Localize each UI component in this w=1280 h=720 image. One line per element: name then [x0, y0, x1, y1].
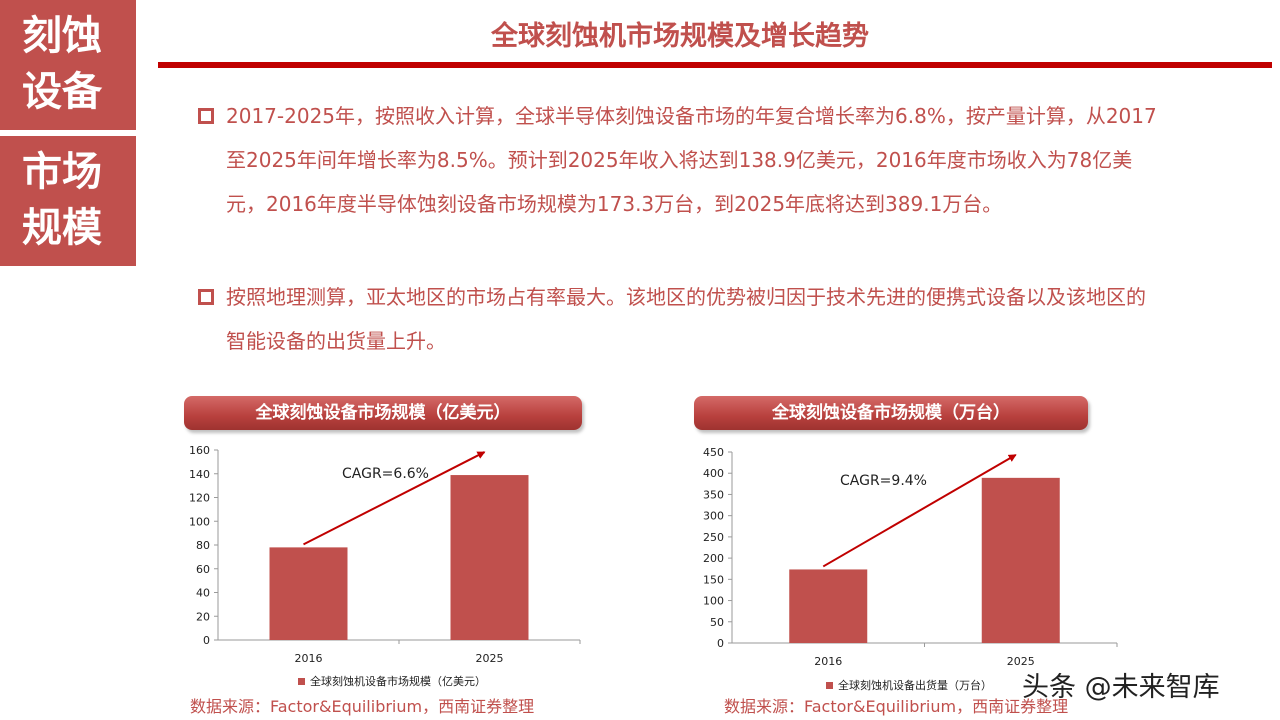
cagr-trend-arrow: [822, 453, 1017, 568]
chart-title-units: 全球刻蚀设备市场规模（万台）: [694, 396, 1088, 430]
y-tick-label: 300: [703, 510, 724, 523]
y-tick-label: 80: [196, 539, 210, 552]
side-label-etch-equipment: 刻蚀设备: [0, 0, 136, 130]
side-label-market-size: 市场规模: [0, 136, 136, 266]
bullet-item-revenue-growth: 2017-2025年，按照收入计算，全球半导体刻蚀设备市场的年复合增长率为6.8…: [198, 94, 1158, 226]
y-tick-label: 60: [196, 563, 210, 576]
bullet-text: 2017-2025年，按照收入计算，全球半导体刻蚀设备市场的年复合增长率为6.8…: [226, 104, 1157, 216]
legend-label: 全球刻蚀机设备市场规模（亿美元）: [310, 674, 486, 688]
data-source-note: 数据来源：Factor&Equilibrium，西南证券整理: [724, 697, 1069, 716]
y-tick-label: 400: [703, 467, 724, 480]
y-tick-label: 0: [717, 637, 724, 650]
y-tick-label: 120: [189, 492, 210, 505]
y-tick-label: 40: [196, 587, 210, 600]
bullet-item-geography: 按照地理测算，亚太地区的市场占有率最大。该地区的优势被归因于技术先进的便携式设备…: [198, 275, 1158, 363]
data-source-note: 数据来源：Factor&Equilibrium，西南证券整理: [190, 697, 535, 716]
watermark-text: 头条 @未来智库: [1022, 672, 1220, 703]
x-tick-label: 2016: [295, 652, 323, 665]
y-tick-label: 100: [703, 595, 724, 608]
y-tick-label: 20: [196, 610, 210, 623]
chart-title-revenue: 全球刻蚀设备市场规模（亿美元）: [184, 396, 582, 430]
y-tick-label: 150: [703, 573, 724, 586]
bullet-text: 按照地理测算，亚太地区的市场占有率最大。该地区的优势被归因于技术先进的便携式设备…: [226, 285, 1146, 353]
legend-label: 全球刻蚀机设备出货量（万台）: [838, 678, 992, 692]
y-tick-label: 50: [710, 616, 724, 629]
y-tick-label: 100: [189, 515, 210, 528]
bar-2025: [981, 477, 1060, 643]
legend-swatch: [826, 682, 833, 689]
legend-swatch: [298, 678, 305, 685]
y-tick-label: 0: [203, 634, 210, 647]
square-bullet-icon: [198, 289, 214, 305]
square-bullet-icon: [198, 108, 214, 124]
cagr-annotation: CAGR=9.4%: [840, 473, 927, 489]
revenue-bar-chart: 0 20 40 60 80 100 120 140 160 2016 2025 CAGR=6.6% 全球…: [189, 444, 581, 688]
x-tick-label: 2025: [1007, 655, 1035, 668]
y-tick-label: 140: [189, 468, 210, 481]
units-bar-chart: 0 50 100 150 200 250 300 350 400 450 2016 2025 CAGR=…: [703, 446, 1118, 692]
bar-2016: [789, 569, 868, 643]
cagr-trend-arrow: [303, 451, 486, 546]
bar-2016: [269, 547, 348, 640]
page-title: 全球刻蚀机市场规模及增长趋势: [491, 21, 869, 52]
x-tick-label: 2016: [814, 655, 842, 668]
y-tick-label: 450: [703, 446, 724, 459]
x-tick-label: 2025: [476, 652, 504, 665]
cagr-annotation: CAGR=6.6%: [342, 466, 429, 482]
y-tick-label: 250: [703, 531, 724, 544]
y-tick-label: 160: [189, 444, 210, 457]
y-tick-label: 350: [703, 488, 724, 501]
bar-2025: [450, 475, 529, 640]
y-tick-label: 200: [703, 552, 724, 565]
title-divider: [158, 62, 1272, 68]
